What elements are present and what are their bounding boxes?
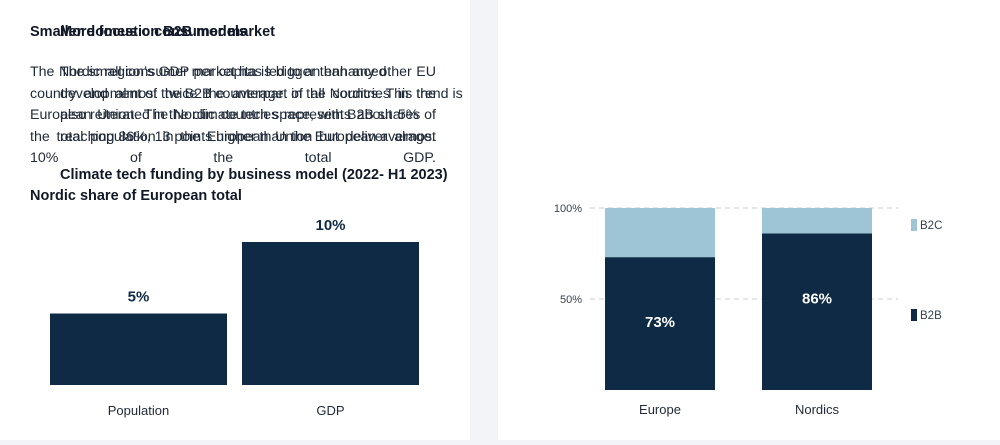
x-tick-label: GDP — [316, 403, 344, 418]
right-paragraph: The small consumer market has led to an … — [60, 64, 463, 145]
data-label-gdp: 10% — [315, 217, 345, 234]
legend-label-b2c: B2C — [920, 220, 942, 232]
bar-chart-title: Nordic share of European total — [30, 188, 242, 204]
stacked-chart-title: Climate tech funding by business model (… — [60, 167, 448, 183]
data-label-population: 5% — [128, 289, 150, 306]
x-tick-label: Nordics — [795, 402, 840, 417]
bar-population — [50, 313, 227, 385]
legend-label-b2b: B2B — [920, 310, 942, 322]
business-model-stacked-chart: 100% 50% 73% Europe 86% Nordics B2B B2C — [554, 203, 943, 417]
data-label-nordics: 86% — [802, 290, 832, 307]
left-heading: Smaller domestic consumer market — [30, 24, 275, 40]
x-tick-label: Europe — [639, 402, 681, 417]
right-heading: More focus on B2B models — [60, 24, 247, 40]
bar-europe-b2b — [605, 257, 715, 390]
x-tick-label: Population — [108, 403, 169, 418]
left-paragraph: The Nordic region’s GDP per capita is bi… — [30, 64, 436, 166]
y-tick-label: 100% — [554, 203, 582, 215]
bar-europe-b2c — [605, 208, 715, 258]
nordic-share-bar-chart: 5% Population 10% GDP — [50, 217, 419, 418]
legend-swatch-b2c — [911, 219, 917, 231]
legend-swatch-b2b — [911, 309, 917, 321]
bar-nordics-b2b — [762, 233, 872, 390]
bar-gdp — [242, 242, 419, 385]
data-label-europe: 73% — [645, 314, 675, 331]
bar-nordics-b2c — [762, 208, 872, 234]
y-tick-label: 50% — [560, 294, 582, 306]
